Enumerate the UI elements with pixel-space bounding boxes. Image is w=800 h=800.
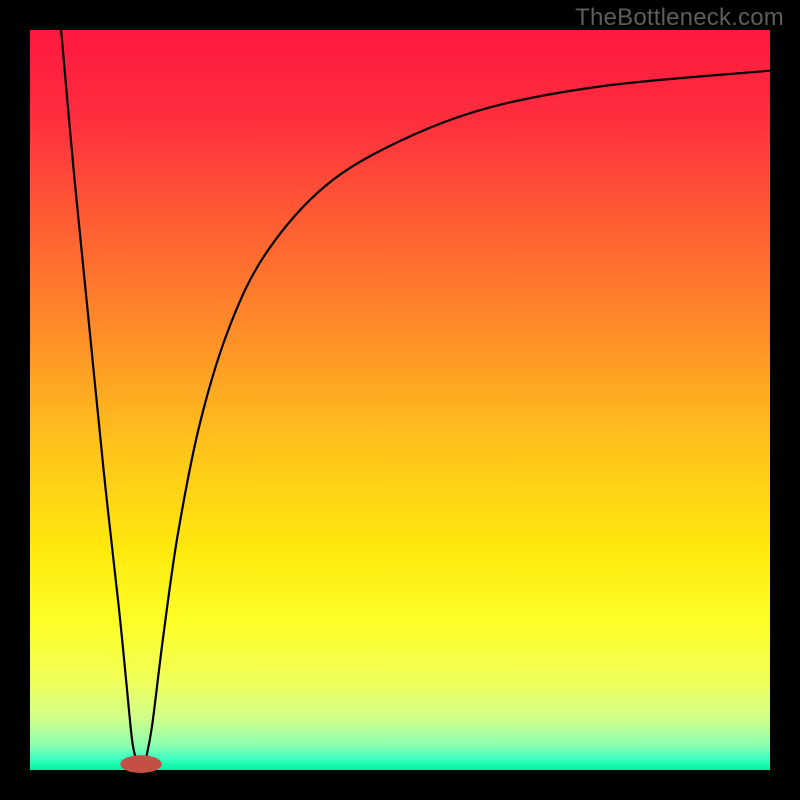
chart-outer-frame (0, 0, 800, 800)
bottleneck-chart (0, 0, 800, 800)
watermark-text: TheBottleneck.com (575, 4, 784, 32)
valley-marker (120, 755, 161, 773)
